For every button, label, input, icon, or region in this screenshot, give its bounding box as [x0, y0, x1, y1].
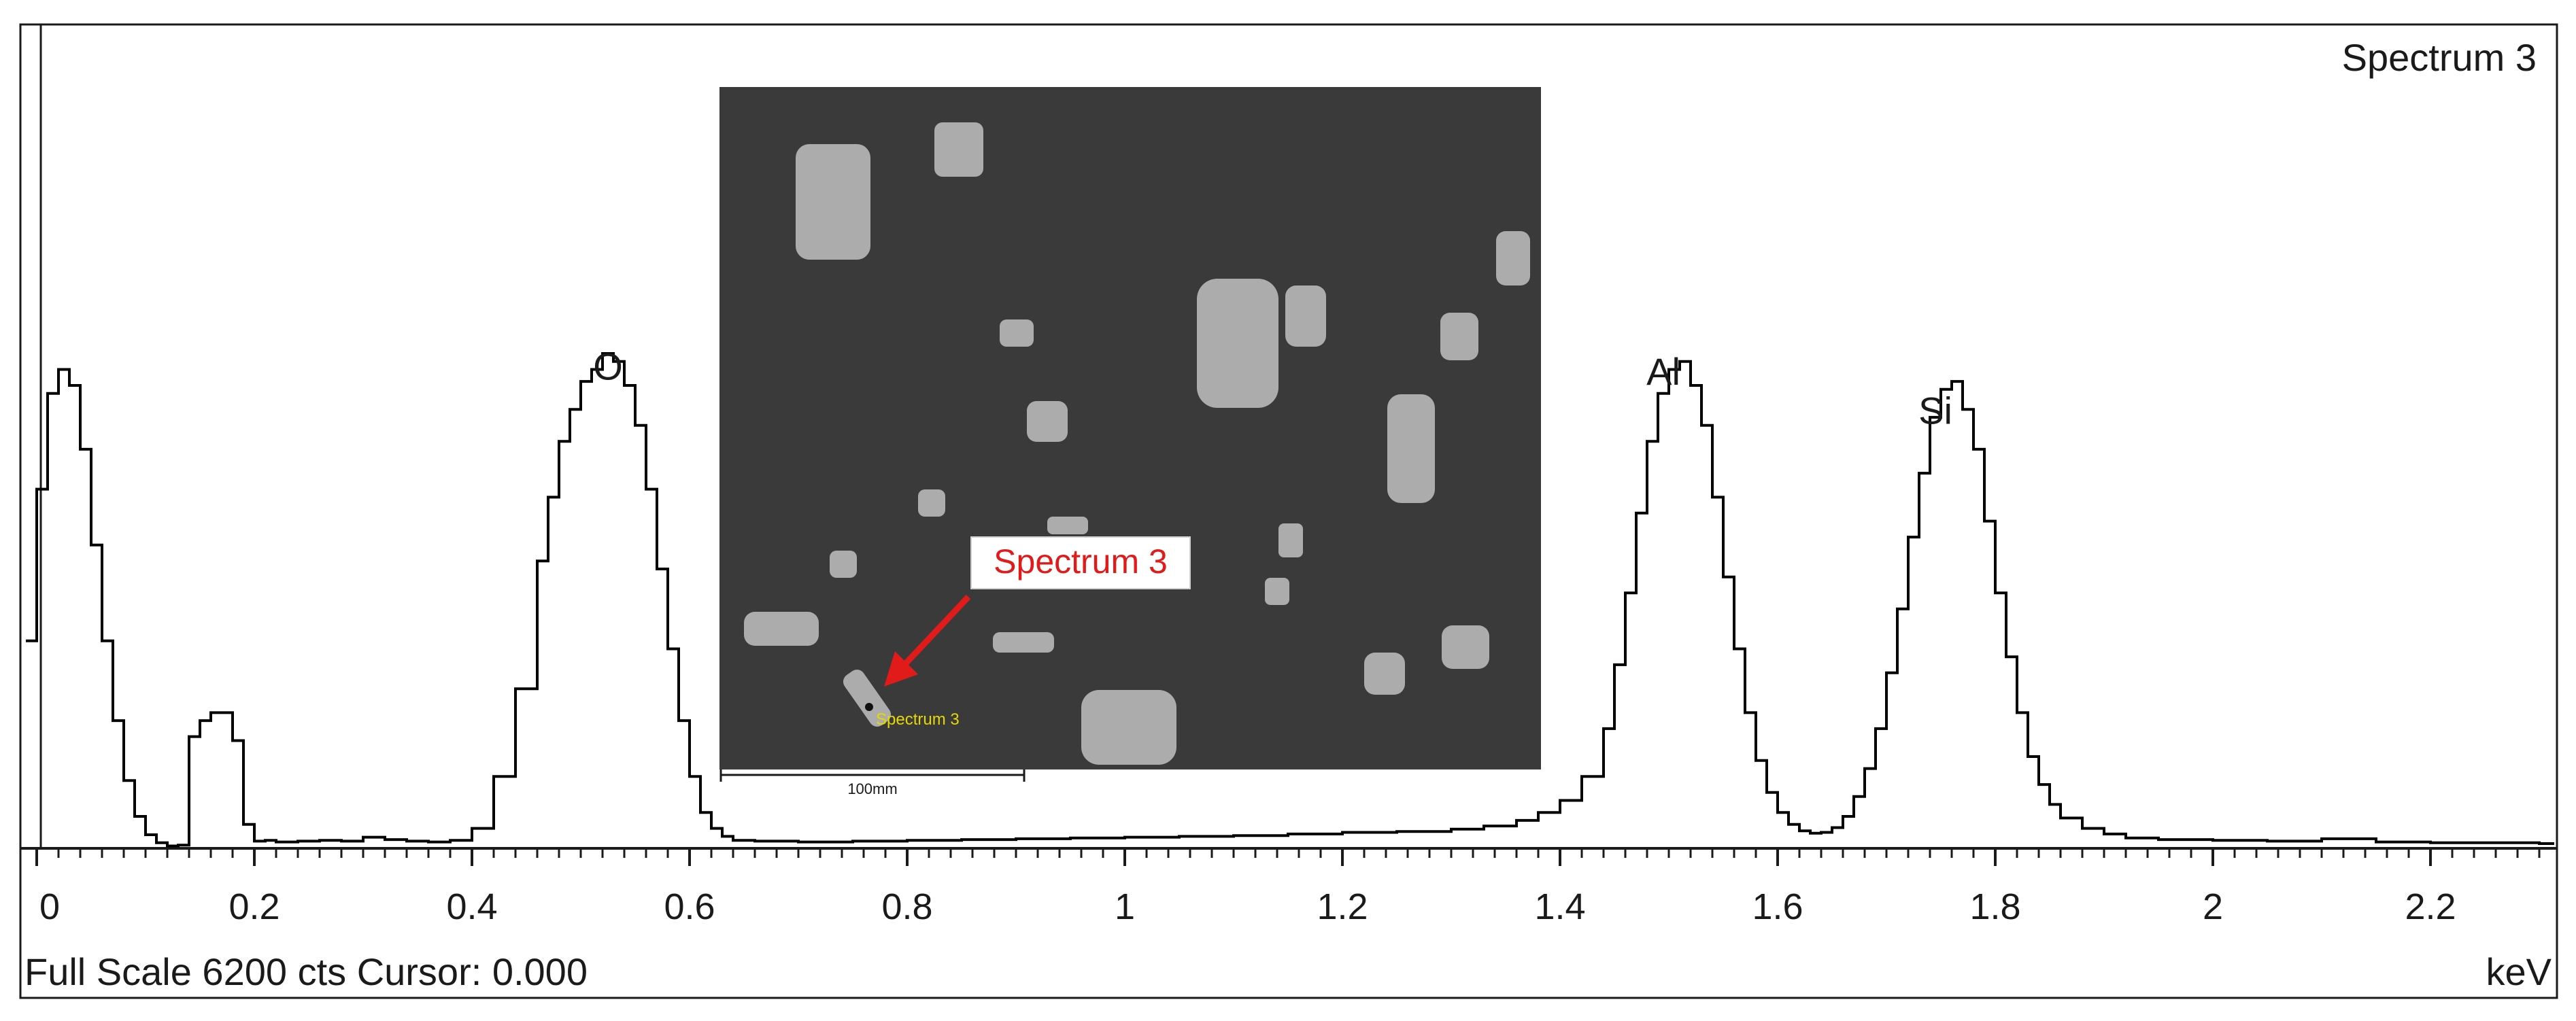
peak-label: O — [593, 345, 623, 388]
particle — [1285, 285, 1326, 347]
peak-label: Si — [1918, 389, 1952, 432]
peak-labels: O Al Si — [593, 345, 1952, 432]
x-tick-label: 1.2 — [1317, 886, 1368, 927]
spectrum-point — [865, 703, 873, 711]
particle — [1364, 653, 1405, 695]
particle — [1197, 279, 1278, 408]
particle — [1278, 523, 1303, 557]
sem-particles — [744, 122, 1530, 765]
x-tick-label: 0 — [39, 886, 60, 927]
particle — [796, 144, 870, 260]
x-tick-label: 2 — [2203, 886, 2223, 927]
x-axis-label: keV — [2486, 950, 2552, 993]
particle — [744, 612, 819, 646]
particle — [1387, 394, 1435, 503]
x-tick-label: 0.6 — [664, 886, 715, 927]
x-tick-label: 1.4 — [1534, 886, 1585, 927]
callout-arrow-head — [884, 651, 918, 687]
callout-label: Spectrum 3 — [994, 542, 1168, 581]
x-tick-label: 1.8 — [1969, 886, 2020, 927]
scale-bar-label: 100mm — [847, 780, 897, 797]
particle — [1442, 625, 1489, 669]
x-ticks — [35, 848, 2541, 866]
spectrum-line — [26, 352, 2554, 848]
particle — [1265, 578, 1289, 605]
x-tick-label: 2.2 — [2405, 886, 2456, 927]
particle — [830, 551, 857, 578]
particle — [934, 122, 983, 177]
x-tick-label: 1 — [1115, 886, 1135, 927]
x-tick-labels: 0 0.2 0.4 0.6 0.8 1 1.2 1.4 1.6 1.8 2 2.2 — [39, 886, 2456, 927]
particle — [1440, 313, 1478, 360]
particle — [918, 489, 945, 517]
x-tick-label: 0.2 — [228, 886, 279, 927]
particle — [843, 670, 892, 727]
particle — [1496, 231, 1530, 285]
particle — [1000, 319, 1034, 347]
spectrum-point-label: Spectrum 3 — [876, 710, 960, 729]
x-tick-label: 1.6 — [1752, 886, 1803, 927]
particle — [1027, 401, 1068, 442]
particle — [1047, 517, 1088, 534]
footer-status: Full Scale 6200 cts Cursor: 0.000 — [24, 950, 588, 993]
x-tick-label: 0.8 — [881, 886, 932, 927]
x-tick-label: 0.4 — [446, 886, 497, 927]
peak-label: Al — [1646, 350, 1680, 393]
particle — [1081, 690, 1176, 765]
sem-inset: 100mm Spectrum 3 Spectrum 3 — [719, 87, 1541, 797]
callout-arrow-shaft — [902, 594, 971, 668]
particle — [993, 632, 1054, 653]
chart-title: Spectrum 3 — [2342, 36, 2537, 79]
callout-box — [970, 536, 1191, 589]
